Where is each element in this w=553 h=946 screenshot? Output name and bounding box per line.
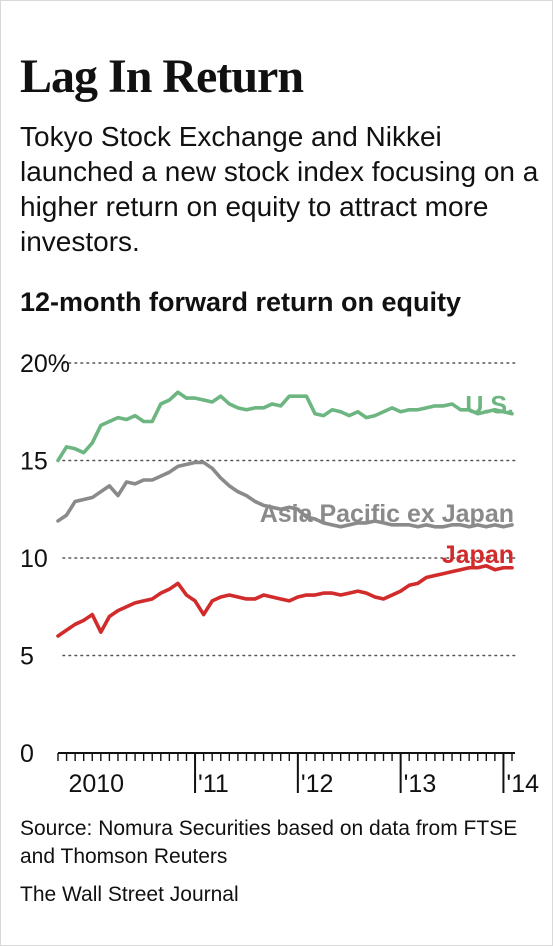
y-tick-label-0: 0: [20, 740, 34, 768]
series-line-japan: [56, 563, 514, 638]
y-tick-label-10: 10: [20, 545, 48, 573]
series-label-japan: Japan: [442, 541, 514, 569]
source-note: Source: Nomura Securities based on data …: [20, 817, 518, 868]
x-tick-label-2010: 2010: [68, 770, 124, 798]
series-line-asia: [56, 460, 514, 529]
x-tick-label-2011: '11: [198, 770, 229, 798]
publisher-credit: The Wall Street Journal: [20, 883, 239, 906]
page-subtitle: Tokyo Stock Exchange and Nikkei launched…: [20, 121, 539, 257]
series-label-us: U.S.: [465, 392, 514, 420]
series-lines: [56, 390, 514, 638]
series-label-asia: Asia Pacific ex Japan: [260, 500, 514, 528]
roe-line-chart: 0 5 10 15 20% 2010 '11 '12 '13 '14 U.S. Asia Paci…: [20, 350, 539, 798]
y-tick-label-5: 5: [20, 643, 34, 671]
y-tick-label-15: 15: [20, 448, 48, 476]
y-axis-tick-labels: 0 5 10 15 20%: [20, 350, 70, 768]
page-title: Lag In Return: [20, 50, 304, 103]
x-tick-label-2013: '13: [404, 770, 437, 798]
series-labels: U.S. Asia Pacific ex Japan Japan: [260, 392, 514, 569]
x-axis: 2010 '11 '12 '13 '14: [57, 752, 539, 798]
x-tick-label-2012: '12: [301, 770, 334, 798]
chart-title: 12-month forward return on equity: [20, 287, 462, 317]
y-tick-label-20: 20%: [20, 350, 70, 378]
series-line-us: [56, 390, 514, 463]
x-tick-label-2014: '14: [506, 770, 539, 798]
